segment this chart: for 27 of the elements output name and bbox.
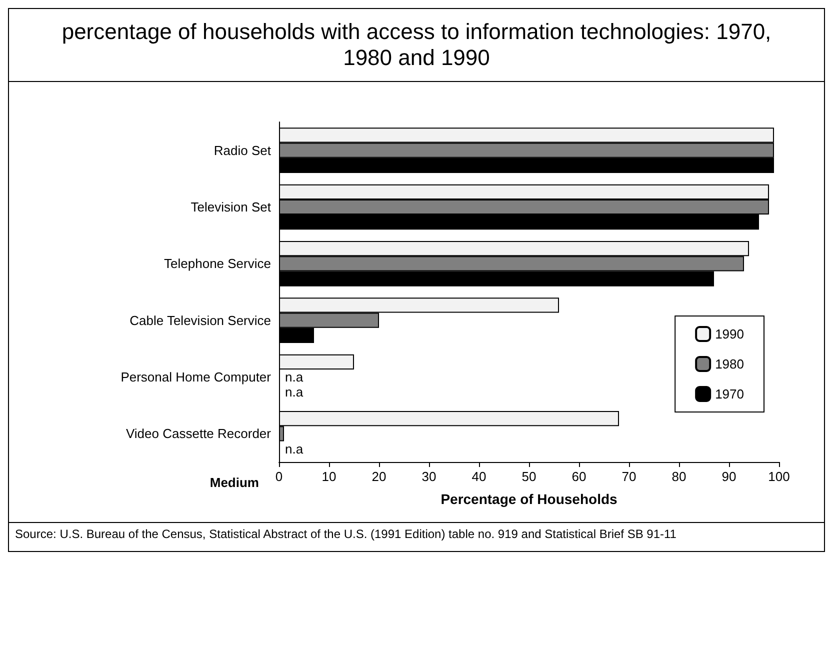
- x-tick-label: 70: [622, 469, 636, 484]
- x-tick-label: 50: [522, 469, 536, 484]
- y-tick-label: Cable Television Service: [130, 312, 271, 328]
- chart-title: percentage of households with access to information technologies: 1970, 1980 and 1990: [9, 9, 824, 82]
- x-tick-label: 10: [322, 469, 336, 484]
- x-tick-label: 90: [722, 469, 736, 484]
- source-note: Source: U.S. Bureau of the Census, Statistical Abstract of the U.S. (1991 Edition) table no. 919 and Statistical Brief SB 91-11: [15, 527, 678, 541]
- x-tick-label: 80: [672, 469, 686, 484]
- x-tick-label: 0: [275, 469, 283, 484]
- legend-label: 1970: [715, 386, 744, 402]
- y-tick-label: Personal Home Computer: [120, 370, 272, 384]
- x-tick-label: 100: [768, 469, 790, 484]
- y-tick-label: Telephone Service: [164, 256, 271, 272]
- text: n.a: [285, 441, 304, 456]
- y-axis-title: Medium: [210, 475, 259, 490]
- x-tick-label: 40: [472, 469, 486, 484]
- y-tick-label: Television Set: [190, 200, 272, 214]
- x-tick-label: 60: [572, 469, 586, 484]
- text: n.a: [285, 370, 304, 384]
- legend-label: 1980: [715, 356, 744, 372]
- x-tick-label: 30: [422, 469, 436, 484]
- legend-label: 1990: [715, 326, 744, 342]
- y-tick-label: Video Cassette Recorder: [126, 426, 272, 442]
- x-tick-label: 20: [372, 469, 386, 484]
- y-tick-label: Radio Set: [214, 142, 272, 158]
- x-axis-title: Percentage of Households: [440, 491, 618, 507]
- text: n.a: [285, 384, 304, 400]
